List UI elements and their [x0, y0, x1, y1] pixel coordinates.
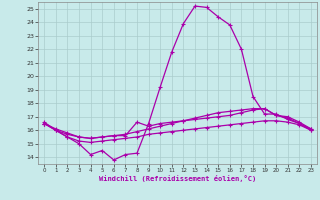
X-axis label: Windchill (Refroidissement éolien,°C): Windchill (Refroidissement éolien,°C) [99, 175, 256, 182]
